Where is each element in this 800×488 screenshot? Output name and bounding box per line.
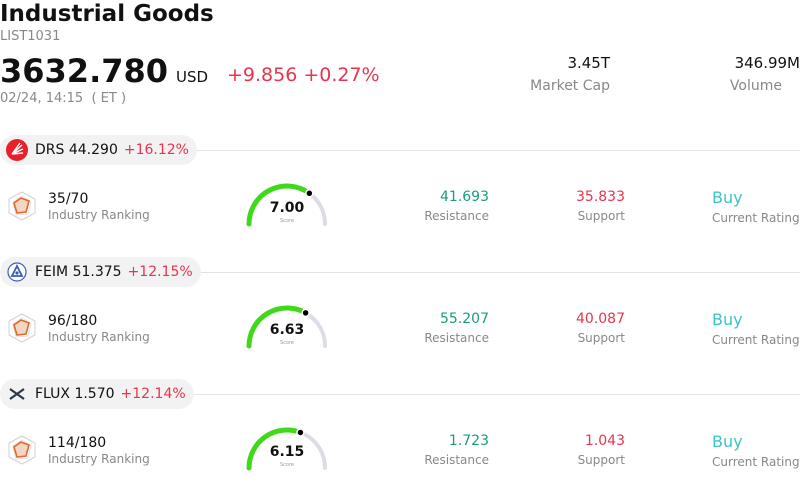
flux-logo-icon <box>6 383 28 405</box>
gauge-marker <box>301 308 310 318</box>
volume-label: Volume <box>729 78 782 94</box>
stock-price: 51.375 <box>72 264 122 280</box>
stock-ticker: FEIM <box>35 264 69 280</box>
currency-label: USD <box>176 68 209 86</box>
rating-value[interactable]: Buy <box>712 188 743 207</box>
rating-label: Current Rating <box>712 333 800 347</box>
resistance-label: Resistance <box>424 453 489 467</box>
change-percent: +0.27% <box>303 64 380 86</box>
stock-pill[interactable]: DRS 44.290 +16.12% <box>0 135 197 165</box>
price-change: +9.856 +0.27% <box>227 64 380 86</box>
score-value: 7.00 <box>269 200 305 216</box>
resistance-value: 41.693 <box>440 189 489 205</box>
stock-pill[interactable]: FLUX 1.570 +12.14% <box>0 379 194 409</box>
resistance-value: 55.207 <box>440 311 489 327</box>
support-value: 1.043 <box>584 433 625 449</box>
industry-rank: 96/180 <box>48 313 98 329</box>
stock-pill[interactable]: FEIM 51.375 +12.15% <box>0 257 201 287</box>
support-value: 35.833 <box>576 189 625 205</box>
gauge-marker <box>305 189 314 198</box>
page-title: Industrial Goods <box>0 1 214 27</box>
industry-rank-label: Industry Ranking <box>48 208 150 222</box>
resistance-label: Resistance <box>424 331 489 345</box>
industry-rank: 114/180 <box>48 435 107 451</box>
row-divider <box>190 394 800 395</box>
support-value: 40.087 <box>576 311 625 327</box>
stock-ticker: FLUX <box>35 386 70 402</box>
industry-rank-label: Industry Ranking <box>48 452 150 466</box>
stock-change: +16.12% <box>123 142 189 158</box>
industry-rank: 35/70 <box>48 191 89 207</box>
ranking-icon <box>8 435 36 469</box>
index-price: 3632.780 <box>0 52 169 90</box>
gauge-fill <box>246 305 309 349</box>
market-cap-value: 3.45T <box>567 54 610 72</box>
support-label: Support <box>577 209 625 223</box>
row-divider <box>190 272 800 273</box>
resistance-value: 1.723 <box>448 433 489 449</box>
stock-change: +12.15% <box>127 264 193 280</box>
feim-logo-icon <box>6 261 28 283</box>
score-label: Score <box>279 340 294 346</box>
gauge-fill <box>246 427 303 471</box>
market-cap-label: Market Cap <box>530 78 610 94</box>
drs-logo-icon <box>6 139 28 161</box>
resistance-label: Resistance <box>424 209 489 223</box>
index-code: LIST1031 <box>0 29 61 44</box>
rating-value[interactable]: Buy <box>712 310 743 329</box>
industry-rank-label: Industry Ranking <box>48 330 150 344</box>
stock-ticker: DRS <box>35 142 65 158</box>
score-value: 6.15 <box>269 444 305 460</box>
gauge-fill <box>246 183 312 227</box>
support-label: Support <box>577 331 625 345</box>
change-value: +9.856 <box>227 64 298 86</box>
rating-label: Current Rating <box>712 211 800 225</box>
score-value: 6.63 <box>269 322 305 338</box>
timestamp: 02/24, 14:15 ( ET ) <box>0 91 127 106</box>
support-label: Support <box>577 453 625 467</box>
gauge-marker <box>296 428 305 437</box>
rating-label: Current Rating <box>712 455 800 469</box>
score-label: Score <box>279 462 294 468</box>
ranking-icon <box>8 191 36 225</box>
stock-change: +12.14% <box>120 386 186 402</box>
volume-value: 346.99M <box>734 54 800 72</box>
rating-value[interactable]: Buy <box>712 432 743 451</box>
stock-price: 1.570 <box>74 386 115 402</box>
ranking-icon <box>8 313 36 347</box>
row-divider <box>190 150 800 151</box>
score-label: Score <box>279 218 294 224</box>
stock-price: 44.290 <box>68 142 118 158</box>
